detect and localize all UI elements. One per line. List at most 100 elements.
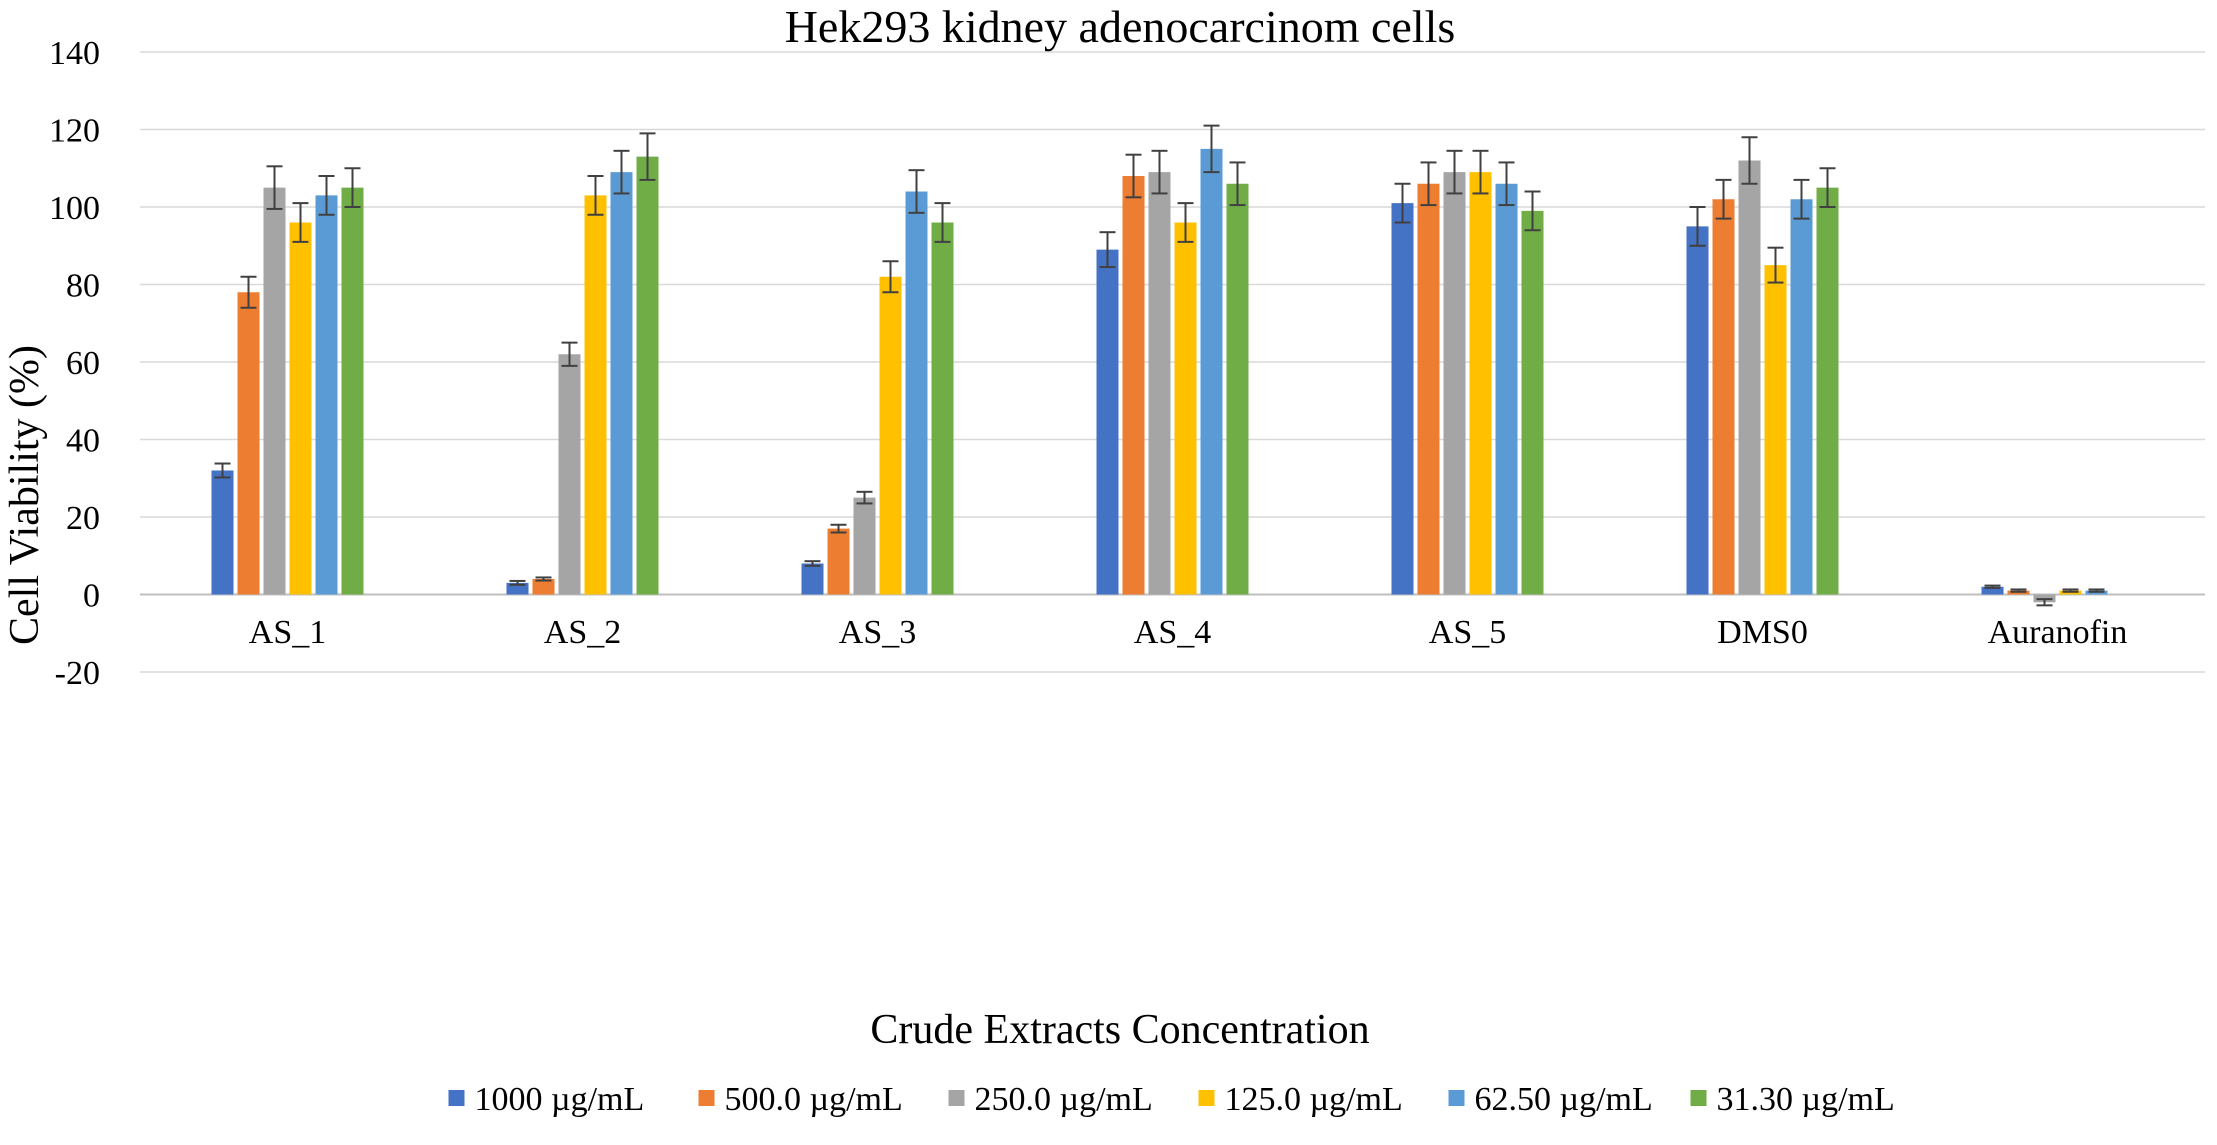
bar (1122, 176, 1145, 595)
error-bar (2062, 588, 2079, 593)
legend-label: 500.0 µg/mL (725, 1081, 903, 1118)
bar (558, 354, 581, 595)
x-tick-label: AS_1 (249, 614, 326, 651)
error-bar (1767, 246, 1784, 284)
legend-item: 500.0 µg/mL (698, 1081, 903, 1118)
error-bar (2036, 598, 2053, 607)
error-bar (1446, 149, 1463, 195)
bar (1764, 265, 1787, 595)
bar (1469, 172, 1492, 595)
bar (1981, 586, 2004, 595)
bar (931, 222, 954, 595)
error-bar (214, 462, 231, 479)
bar (1521, 210, 1544, 595)
error-bar (1420, 161, 1437, 207)
bar (1790, 199, 1813, 595)
legend-item: 250.0 µg/mL (948, 1081, 1153, 1118)
y-tick-label: 120 (49, 113, 100, 150)
y-tick-label: 140 (49, 35, 100, 72)
error-bars (214, 124, 2105, 607)
x-tick-label: AS_4 (1134, 614, 1211, 651)
legend: 1000 µg/mL 500.0 µg/mL 250.0 µg/mL 125.0 µg… (448, 1081, 1895, 1118)
error-bar (240, 275, 257, 309)
error-bar (535, 576, 552, 582)
error-bar (830, 523, 847, 534)
bar (532, 579, 555, 595)
error-bar (1524, 190, 1541, 232)
y-tick-label: 100 (49, 190, 100, 227)
bar (1200, 148, 1223, 595)
bar (1816, 187, 1839, 595)
x-tick-label: AS_5 (1429, 614, 1506, 651)
legend-swatch (1198, 1090, 1215, 1106)
x-axis-ticks: AS_1 AS_2 AS_3 AS_4 AS_5 DMS0 Auranofin (249, 614, 2128, 651)
legend-label: 250.0 µg/mL (975, 1081, 1153, 1118)
error-bar (882, 260, 899, 294)
y-axis-ticks: -20 0 20 40 60 80 100 120 140 (49, 35, 100, 692)
gridlines (140, 51, 2205, 673)
error-bar (2010, 588, 2027, 593)
legend-label: 31.30 µg/mL (1717, 1081, 1895, 1118)
error-bar (1715, 178, 1732, 220)
legend-label: 1000 µg/mL (475, 1081, 645, 1118)
legend-label: 62.50 µg/mL (1475, 1081, 1653, 1118)
bar (1417, 183, 1440, 595)
error-bar (1099, 231, 1116, 269)
error-bar (639, 132, 656, 181)
x-tick-label: AS_2 (544, 614, 621, 651)
bar (341, 187, 364, 595)
bar (289, 222, 312, 595)
error-bar (1151, 149, 1168, 195)
bars (211, 148, 2108, 603)
x-tick-label: DMS0 (1717, 614, 1808, 651)
x-tick-label: AS_3 (839, 614, 916, 651)
error-bar (613, 149, 630, 195)
bar (879, 276, 902, 595)
bar (1391, 203, 1414, 595)
bar (801, 563, 824, 595)
error-bar (1203, 124, 1220, 174)
bar (636, 156, 659, 595)
error-bar (1177, 202, 1194, 243)
x-axis-label: Crude Extracts Concentration (870, 1007, 1369, 1053)
bar (237, 292, 260, 595)
bar (1148, 172, 1171, 595)
error-bar (934, 202, 951, 243)
error-bar (1984, 584, 2001, 589)
bar (506, 582, 529, 595)
legend-item: 1000 µg/mL (448, 1081, 645, 1118)
legend-item: 125.0 µg/mL (1198, 1081, 1403, 1118)
bar (1096, 249, 1119, 595)
bar (827, 528, 850, 595)
bar (315, 195, 338, 595)
y-tick-label: 0 (83, 578, 100, 615)
legend-swatch (948, 1090, 965, 1106)
error-bar (318, 175, 335, 216)
error-bar (1793, 178, 1810, 220)
y-tick-label: 60 (66, 345, 100, 382)
error-bar (2088, 588, 2105, 593)
bar (1226, 183, 1249, 595)
error-bar (1689, 206, 1706, 247)
error-bar (561, 341, 578, 367)
bar (1495, 183, 1518, 595)
bar (584, 195, 607, 595)
bar (853, 497, 876, 595)
legend-swatch (1448, 1090, 1465, 1106)
bar (610, 172, 633, 595)
error-bar (1819, 167, 1836, 208)
bar (211, 470, 234, 595)
error-bar (266, 165, 283, 210)
error-bar (1498, 161, 1515, 207)
error-bar (1472, 149, 1489, 195)
error-bar (804, 560, 821, 567)
error-bar (1229, 161, 1246, 207)
bar (1738, 160, 1761, 595)
error-bar (1741, 136, 1758, 185)
error-bar (856, 490, 873, 505)
bar (905, 191, 928, 595)
bar (1712, 199, 1735, 595)
bar (263, 187, 286, 595)
error-bar (1394, 182, 1411, 224)
